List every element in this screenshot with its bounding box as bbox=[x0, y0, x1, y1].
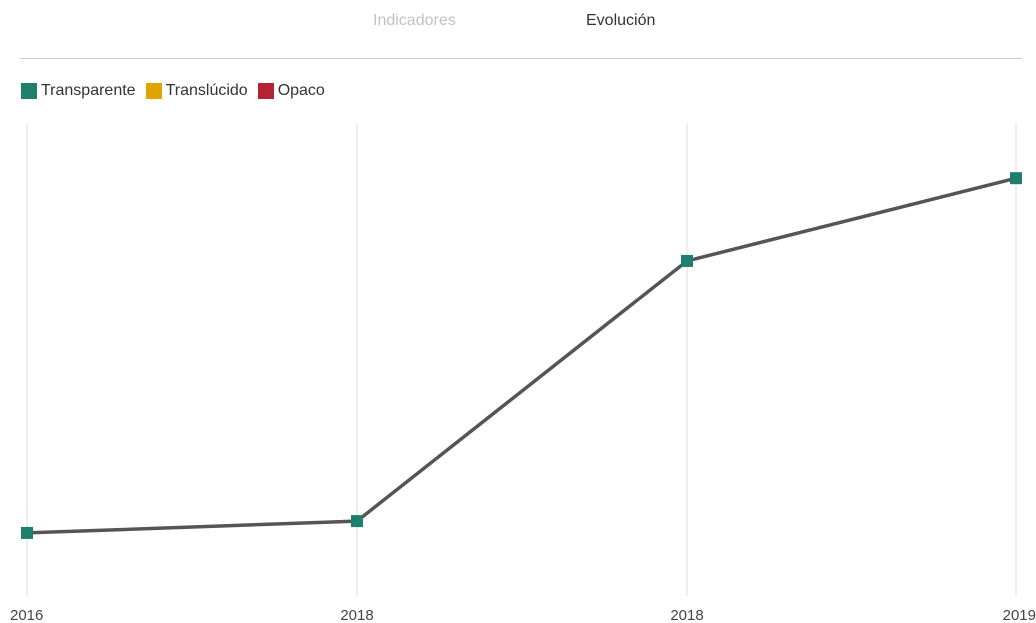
tab-bar: Indicadores Evolución bbox=[0, 0, 1036, 58]
x-tick-label: 2016 bbox=[10, 607, 43, 623]
tab-indicadores[interactable]: Indicadores bbox=[373, 12, 456, 29]
legend-item-transparente[interactable]: Transparente bbox=[21, 82, 136, 100]
legend-label-opaco: Opaco bbox=[277, 82, 325, 99]
legend-label-translucido: Translúcido bbox=[165, 82, 248, 99]
data-point-0-1[interactable] bbox=[351, 515, 363, 528]
x-tick-label: 2018 bbox=[340, 607, 373, 623]
data-point-0-2[interactable] bbox=[681, 254, 693, 267]
legend-item-opaco[interactable]: Opaco bbox=[257, 82, 325, 100]
legend-swatch-translucido bbox=[145, 83, 162, 99]
legend-swatch-opaco bbox=[257, 83, 274, 99]
legend-swatch-transparente bbox=[21, 83, 37, 99]
tab-evolucion[interactable]: Evolución bbox=[586, 12, 656, 29]
tab-divider bbox=[20, 58, 1022, 59]
data-point-0-0[interactable] bbox=[21, 526, 33, 539]
legend-label-transparente: Transparente bbox=[41, 82, 136, 99]
series-line-0 bbox=[26, 176, 1017, 535]
legend-item-translucido[interactable]: Translúcido bbox=[145, 82, 248, 100]
x-tick-label: 2018 bbox=[670, 607, 703, 623]
chart-legend: Transparente Translúcido Opaco bbox=[21, 82, 335, 100]
data-point-0-3[interactable] bbox=[1010, 172, 1022, 185]
x-tick-label: 2019 bbox=[1003, 607, 1036, 623]
